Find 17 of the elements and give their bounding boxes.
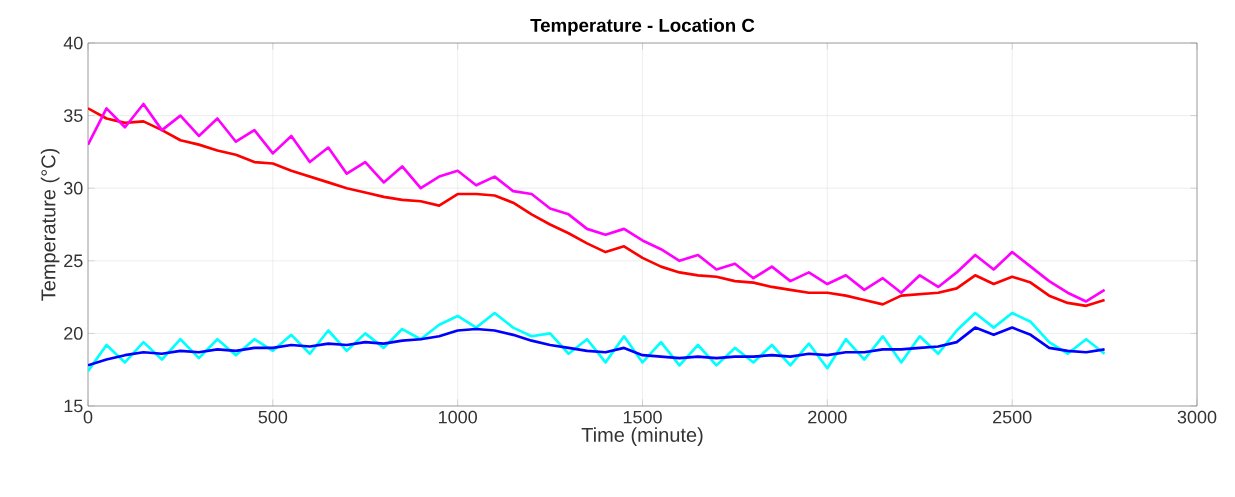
x-tick-label: 3000 (1177, 410, 1217, 424)
x-tick-label: 500 (258, 410, 288, 424)
x-tick-label: 2500 (993, 410, 1032, 424)
x-tick-label: 1000 (439, 410, 477, 424)
y-tick-label: 25 (64, 254, 83, 268)
y-tick-label: 40 (63, 36, 83, 50)
chart-title: Temperature - Location C (530, 18, 755, 36)
y-tick-label: 15 (64, 399, 83, 413)
y-axis-title: Temperature (°C) (40, 148, 60, 301)
x-tick-label: 2000 (808, 410, 847, 424)
x-tick-label: 0 (83, 410, 93, 424)
y-tick-label: 35 (63, 109, 83, 122)
x-axis-title: Time (minute) (581, 427, 703, 446)
y-tick-label: 20 (64, 327, 83, 340)
line-series (88, 326, 1106, 367)
x-tick-label: 1500 (623, 410, 662, 424)
y-tick-label: 30 (63, 181, 83, 195)
